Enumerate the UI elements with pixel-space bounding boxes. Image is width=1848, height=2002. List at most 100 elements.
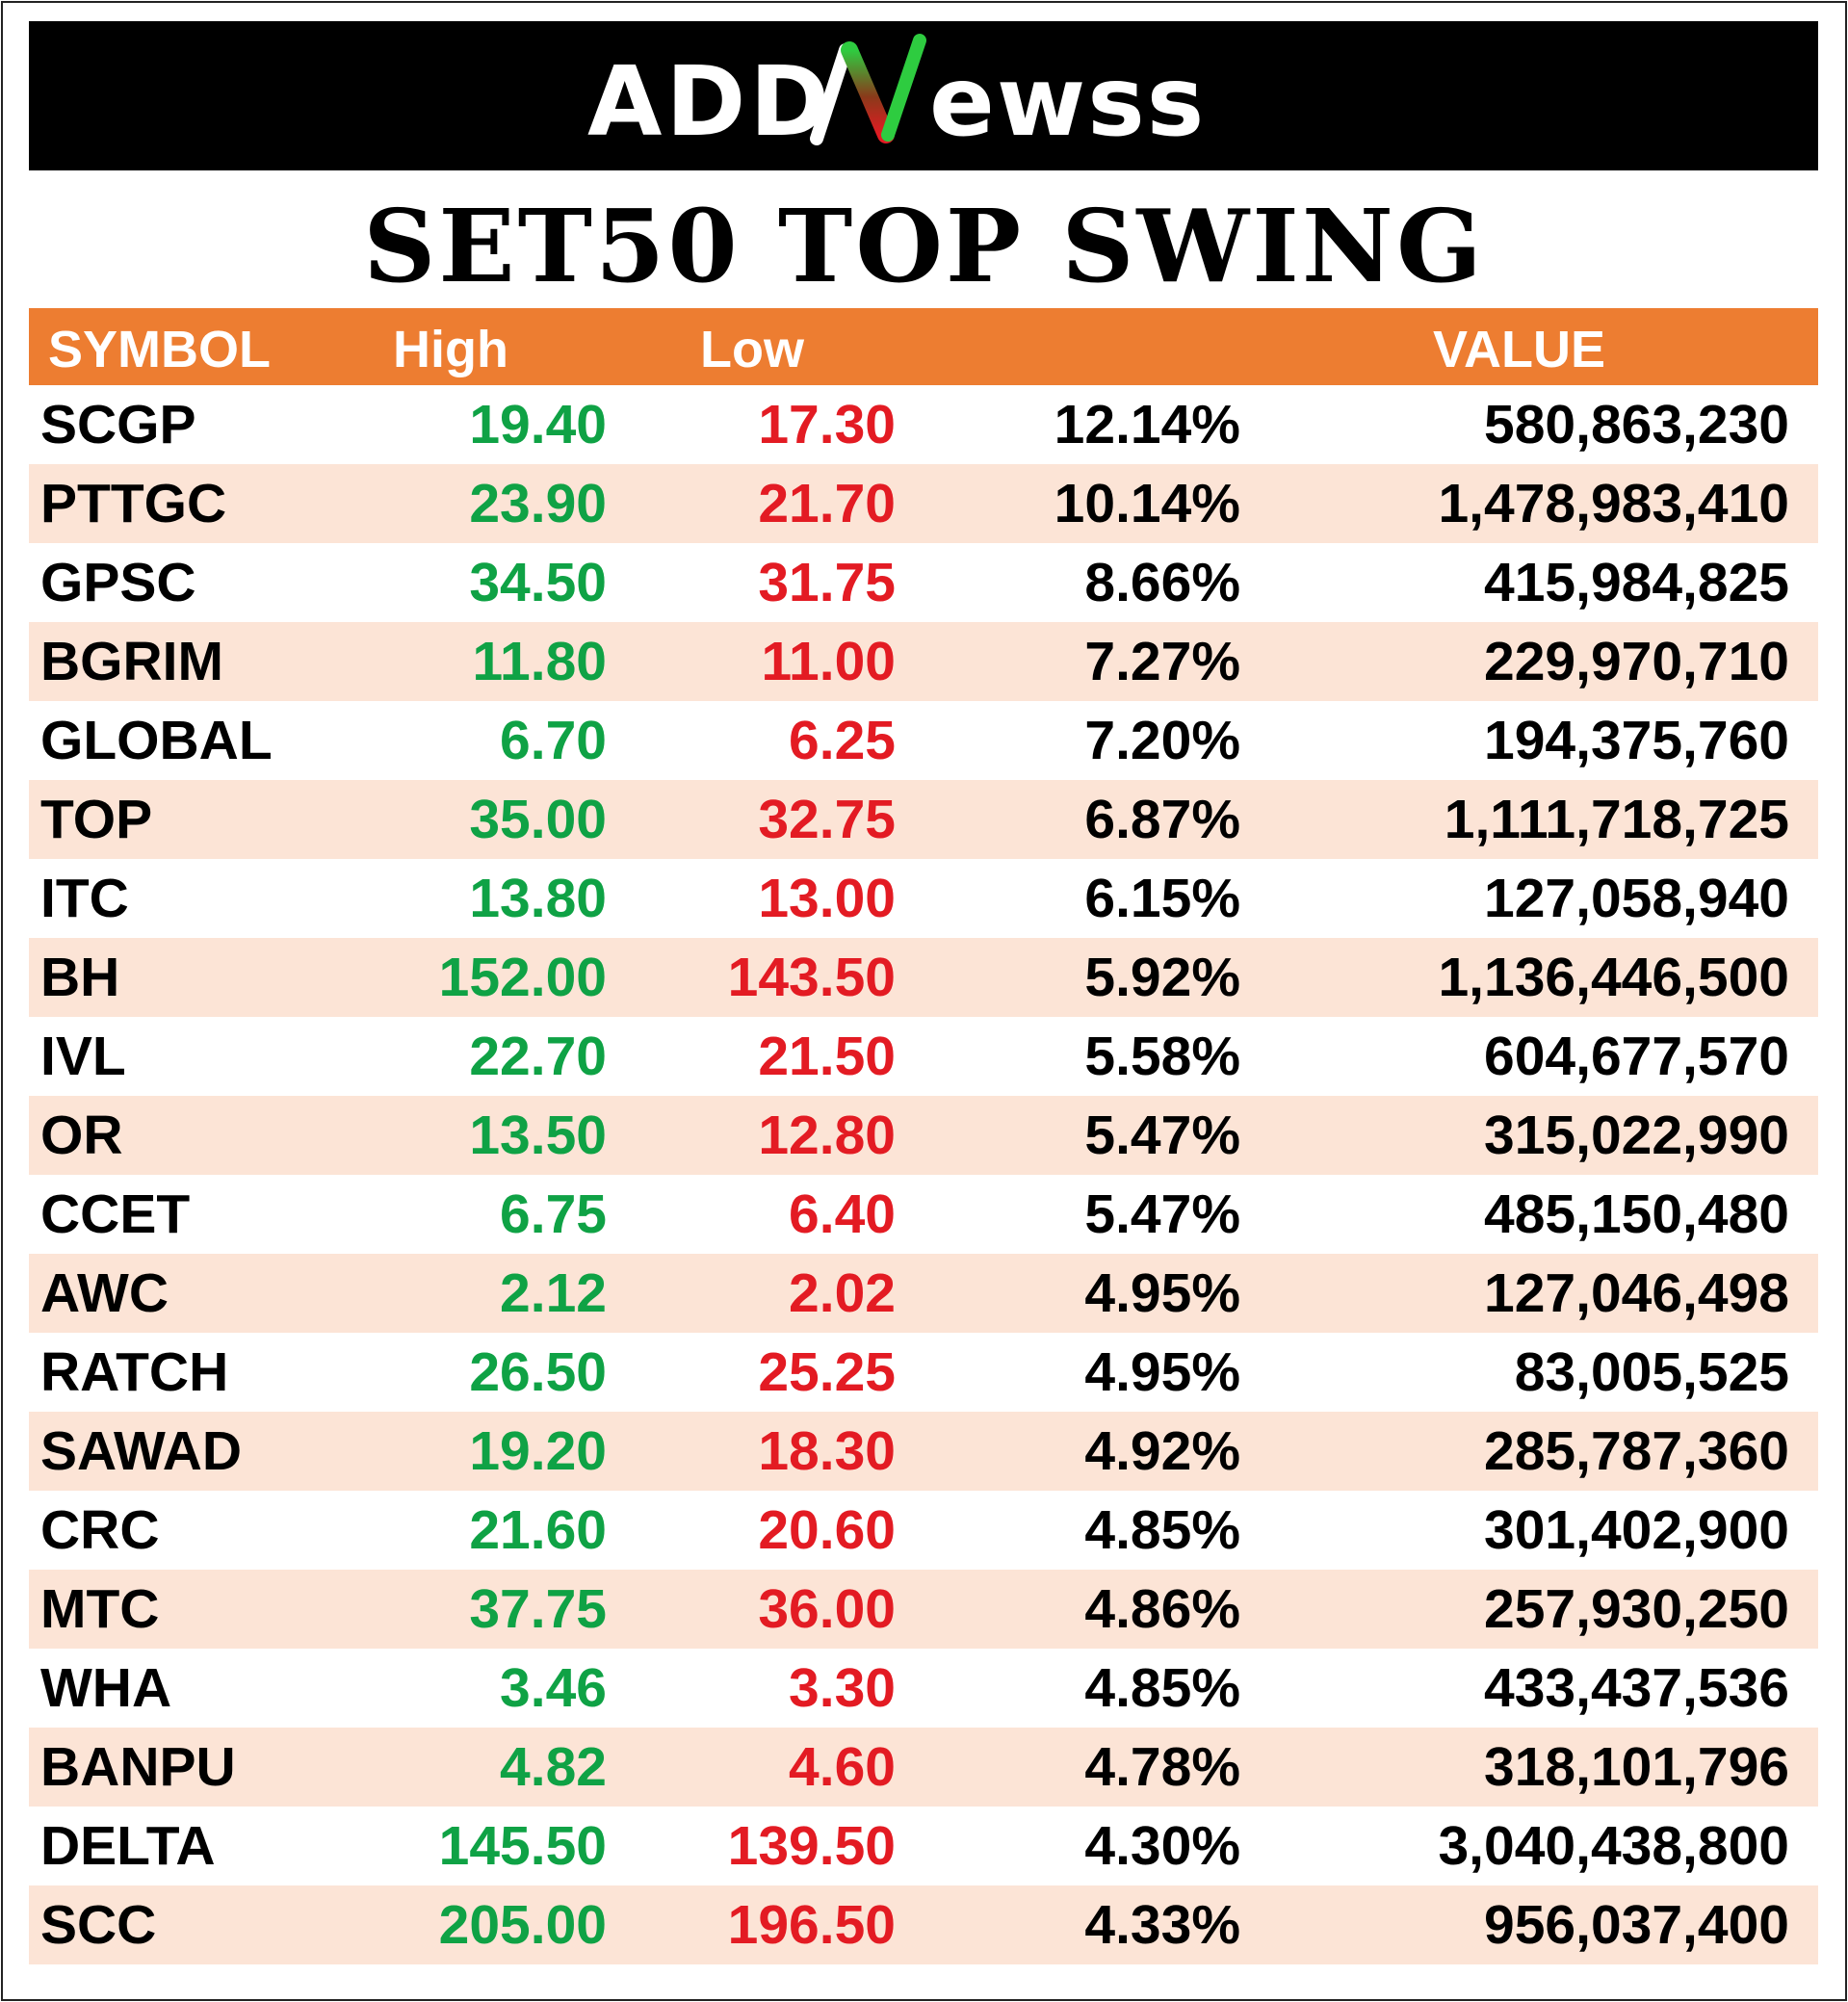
symbol-cell: DELTA [40, 1815, 216, 1877]
symbol-cell: IVL [40, 1026, 126, 1087]
high-cell: 19.40 [469, 394, 607, 455]
change-cell: 6.87% [1084, 789, 1240, 850]
symbol-cell: SCC [40, 1894, 157, 1956]
table-header: SYMBOL High Low VALUE [29, 308, 1818, 385]
low-cell: 32.75 [758, 789, 896, 850]
change-cell: 4.92% [1084, 1420, 1240, 1482]
value-cell: 83,005,525 [1514, 1341, 1789, 1403]
high-cell: 23.90 [469, 473, 607, 534]
table-row: CRC 21.60 20.60 4.85% 301,402,900 [29, 1491, 1818, 1570]
brand-header: ADD ewss [29, 21, 1818, 170]
change-cell: 4.85% [1084, 1657, 1240, 1719]
change-cell: 5.58% [1084, 1026, 1240, 1087]
value-cell: 415,984,825 [1484, 552, 1789, 613]
symbol-cell: GPSC [40, 552, 196, 613]
high-cell: 152.00 [438, 947, 607, 1008]
high-cell: 34.50 [469, 552, 607, 613]
high-cell: 2.12 [500, 1262, 607, 1324]
table-row: WHA 3.46 3.30 4.85% 433,437,536 [29, 1649, 1818, 1728]
high-cell: 22.70 [469, 1026, 607, 1087]
table-row: TOP 35.00 32.75 6.87% 1,111,718,725 [29, 780, 1818, 859]
table-row: AWC 2.12 2.02 4.95% 127,046,498 [29, 1254, 1818, 1333]
table-row: SAWAD 19.20 18.30 4.92% 285,787,360 [29, 1412, 1818, 1491]
high-cell: 13.50 [469, 1105, 607, 1166]
high-cell: 21.60 [469, 1499, 607, 1561]
value-cell: 301,402,900 [1484, 1499, 1789, 1561]
change-cell: 4.78% [1084, 1736, 1240, 1798]
high-cell: 4.82 [500, 1736, 607, 1798]
table-row: ITC 13.80 13.00 6.15% 127,058,940 [29, 859, 1818, 938]
high-cell: 19.20 [469, 1420, 607, 1482]
change-cell: 5.92% [1084, 947, 1240, 1008]
header-low: Low [700, 321, 804, 378]
low-cell: 17.30 [758, 394, 896, 455]
symbol-cell: BGRIM [40, 631, 223, 692]
low-cell: 31.75 [758, 552, 896, 613]
low-cell: 11.00 [761, 631, 897, 692]
symbol-cell: MTC [40, 1578, 160, 1640]
change-cell: 4.95% [1084, 1341, 1240, 1403]
table-row: BANPU 4.82 4.60 4.78% 318,101,796 [29, 1728, 1818, 1807]
low-cell: 143.50 [727, 947, 896, 1008]
table-row: GPSC 34.50 31.75 8.66% 415,984,825 [29, 543, 1818, 622]
value-cell: 580,863,230 [1484, 394, 1789, 455]
value-cell: 257,930,250 [1484, 1578, 1789, 1640]
value-cell: 1,111,718,725 [1444, 789, 1789, 850]
table-row: IVL 22.70 21.50 5.58% 604,677,570 [29, 1017, 1818, 1096]
change-cell: 7.27% [1084, 631, 1240, 692]
change-cell: 4.30% [1084, 1815, 1240, 1877]
high-cell: 13.80 [469, 868, 607, 929]
change-cell: 12.14% [1054, 394, 1240, 455]
value-cell: 194,375,760 [1484, 710, 1789, 771]
change-cell: 4.85% [1084, 1499, 1240, 1561]
low-cell: 36.00 [758, 1578, 896, 1640]
table-row: SCC 205.00 196.50 4.33% 956,037,400 [29, 1885, 1818, 1964]
high-cell: 145.50 [438, 1815, 607, 1877]
symbol-cell: ITC [40, 868, 129, 929]
high-cell: 205.00 [438, 1894, 607, 1956]
value-cell: 433,437,536 [1484, 1657, 1789, 1719]
symbol-cell: CRC [40, 1499, 160, 1561]
value-cell: 956,037,400 [1484, 1894, 1789, 1956]
change-cell: 8.66% [1084, 552, 1240, 613]
value-cell: 318,101,796 [1484, 1736, 1789, 1798]
low-cell: 21.50 [758, 1026, 896, 1087]
change-cell: 5.47% [1084, 1183, 1240, 1245]
value-cell: 315,022,990 [1484, 1105, 1789, 1166]
table-row: RATCH 26.50 25.25 4.95% 83,005,525 [29, 1333, 1818, 1412]
symbol-cell: AWC [40, 1262, 169, 1324]
table-body: SCGP 19.40 17.30 12.14% 580,863,230 PTTGC 23.9… [29, 385, 1818, 1964]
table-row: MTC 37.75 36.00 4.86% 257,930,250 [29, 1570, 1818, 1649]
value-cell: 127,058,940 [1484, 868, 1789, 929]
symbol-cell: GLOBAL [40, 710, 273, 771]
symbol-cell: OR [40, 1105, 123, 1166]
high-cell: 6.75 [500, 1183, 607, 1245]
value-cell: 604,677,570 [1484, 1026, 1789, 1087]
change-cell: 7.20% [1084, 710, 1240, 771]
table-row: BH 152.00 143.50 5.92% 1,136,446,500 [29, 938, 1818, 1017]
header-symbol: SYMBOL [48, 321, 272, 378]
low-cell: 13.00 [758, 868, 896, 929]
symbol-cell: BH [40, 947, 120, 1008]
change-cell: 4.86% [1084, 1578, 1240, 1640]
symbol-cell: TOP [40, 789, 153, 850]
table-row: DELTA 145.50 139.50 4.30% 3,040,438,800 [29, 1807, 1818, 1885]
low-cell: 4.60 [789, 1736, 896, 1798]
table-row: OR 13.50 12.80 5.47% 315,022,990 [29, 1096, 1818, 1175]
value-cell: 1,136,446,500 [1438, 947, 1789, 1008]
symbol-cell: SAWAD [40, 1420, 243, 1482]
low-cell: 196.50 [727, 1894, 896, 1956]
low-cell: 21.70 [758, 473, 896, 534]
table-row: CCET 6.75 6.40 5.47% 485,150,480 [29, 1175, 1818, 1254]
brand-logo: ADD ewss [587, 34, 1204, 158]
value-cell: 127,046,498 [1484, 1262, 1789, 1324]
table-row: GLOBAL 6.70 6.25 7.20% 194,375,760 [29, 701, 1818, 780]
value-cell: 229,970,710 [1484, 631, 1789, 692]
change-cell: 4.95% [1084, 1262, 1240, 1324]
change-cell: 6.15% [1084, 868, 1240, 929]
value-cell: 1,478,983,410 [1438, 473, 1789, 534]
low-cell: 20.60 [758, 1499, 896, 1561]
low-cell: 3.30 [789, 1657, 896, 1719]
low-cell: 25.25 [758, 1341, 896, 1403]
header-value: VALUE [1433, 321, 1606, 378]
